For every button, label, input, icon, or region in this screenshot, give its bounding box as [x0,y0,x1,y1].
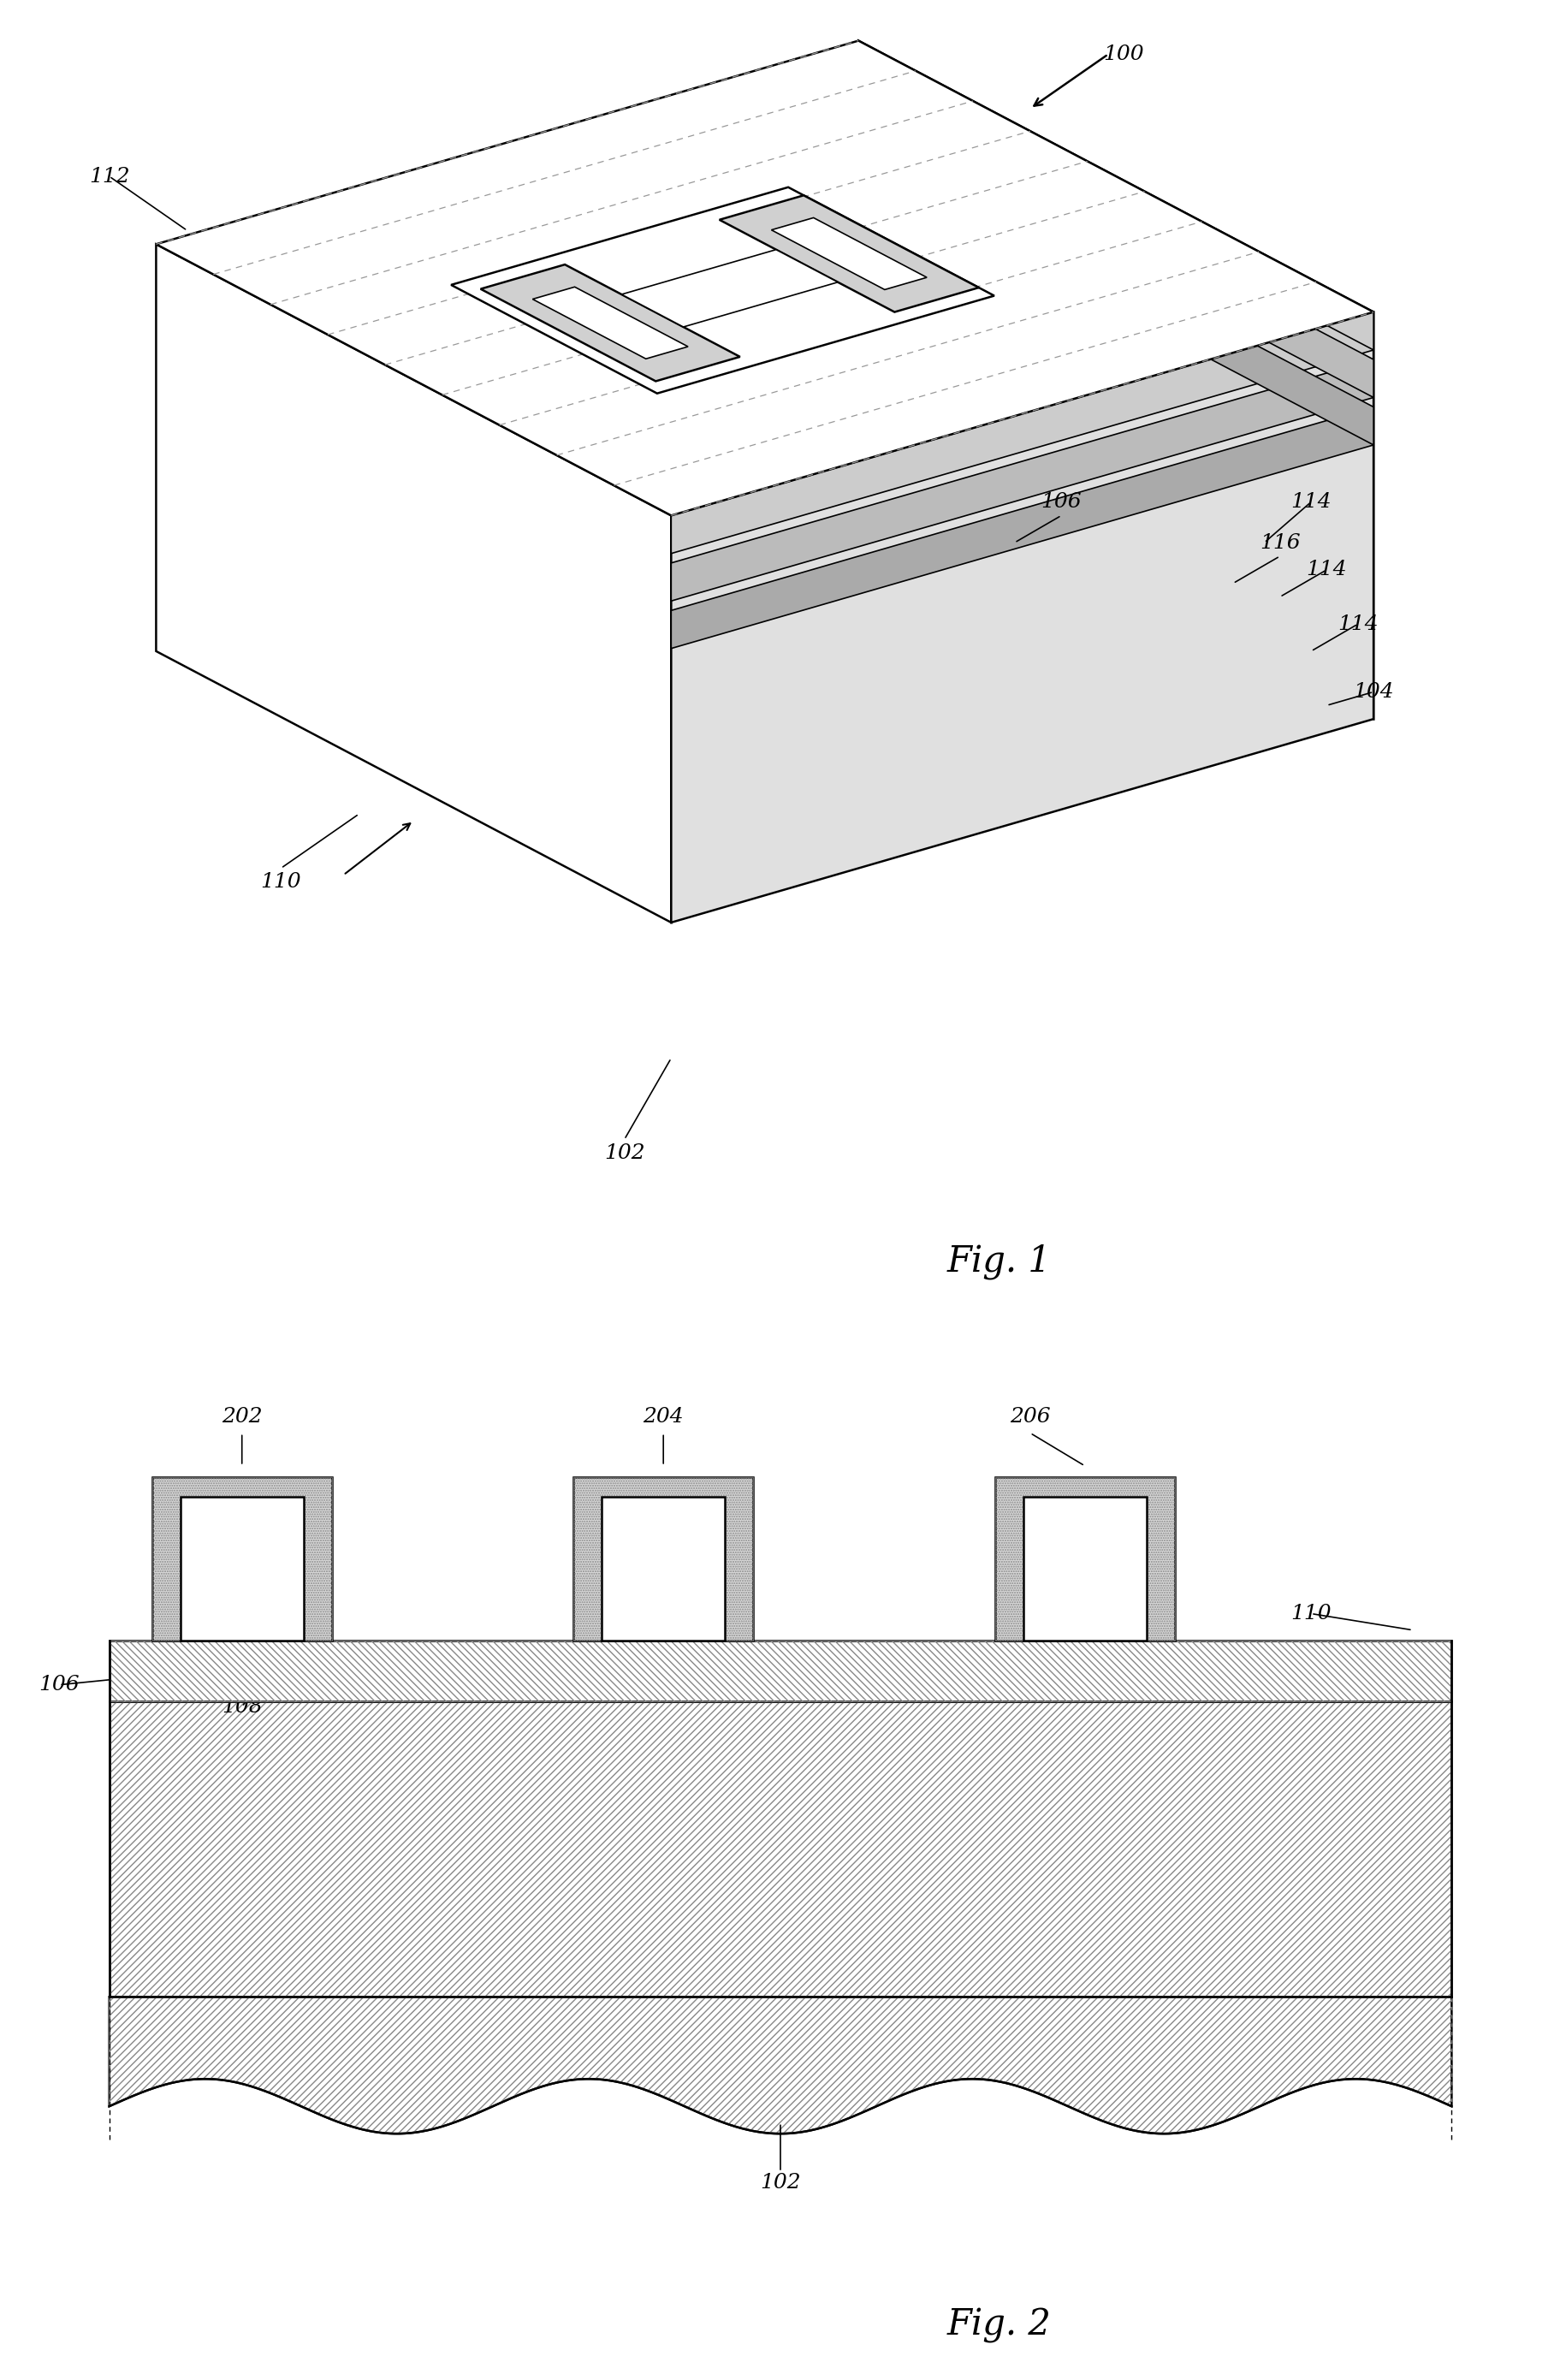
Polygon shape [671,312,1373,923]
Polygon shape [671,359,1373,602]
Polygon shape [109,1997,1451,2132]
Polygon shape [574,1476,752,1642]
Text: Fig. 1: Fig. 1 [947,1245,1050,1280]
Polygon shape [480,264,739,381]
Text: 202: 202 [222,1407,262,1426]
Polygon shape [671,407,1373,647]
Polygon shape [451,188,994,393]
Text: 206: 206 [1009,1407,1050,1426]
Text: 118: 118 [869,369,909,390]
Polygon shape [1023,1497,1145,1642]
Polygon shape [995,1476,1173,1642]
Text: 112: 112 [261,233,301,255]
Text: 106: 106 [1041,493,1081,512]
Text: 204: 204 [643,1407,683,1426]
Text: 110: 110 [1290,1604,1331,1623]
Text: 114: 114 [1306,559,1346,581]
Polygon shape [771,217,927,290]
Polygon shape [719,195,978,312]
Text: 108: 108 [557,357,597,376]
Text: 112: 112 [89,167,129,186]
Polygon shape [156,40,1373,516]
Polygon shape [858,88,1373,397]
Text: 102: 102 [760,2173,800,2192]
Polygon shape [181,1497,303,1642]
Polygon shape [858,40,1373,350]
Polygon shape [156,245,671,923]
Polygon shape [532,288,688,359]
Polygon shape [858,40,1373,719]
Polygon shape [621,250,838,326]
Polygon shape [109,1642,1451,1702]
Text: 110: 110 [261,871,301,892]
Text: 116: 116 [1259,533,1299,552]
Text: 114: 114 [1290,493,1331,512]
Text: 106: 106 [39,1676,80,1695]
Text: 104: 104 [1353,683,1393,702]
Text: 102: 102 [604,1142,644,1164]
Text: 114: 114 [1337,614,1377,633]
Text: 104: 104 [1314,1642,1354,1661]
Text: 112: 112 [417,302,457,321]
Polygon shape [602,1497,724,1642]
Text: Fig. 2: Fig. 2 [947,2306,1050,2344]
Polygon shape [109,1702,1451,1997]
Text: 108: 108 [222,1697,262,1716]
Polygon shape [858,136,1373,445]
Text: 100: 100 [1103,45,1143,64]
Polygon shape [153,1476,332,1642]
Polygon shape [671,312,1373,555]
